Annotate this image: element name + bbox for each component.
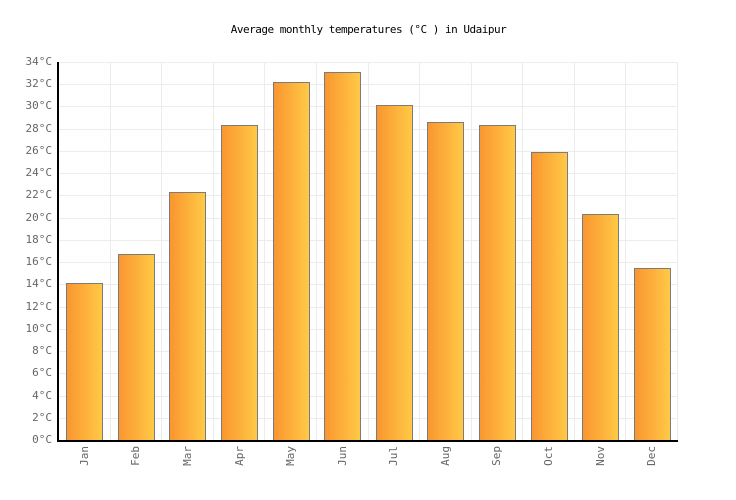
gridline-horizontal: [59, 62, 678, 63]
y-tick-label: 14°C: [25, 277, 53, 291]
gridline-vertical: [212, 62, 214, 440]
bar-sep: [478, 125, 516, 440]
gridline-horizontal: [59, 306, 678, 308]
gridline-horizontal: [59, 373, 678, 375]
gridline-vertical: [522, 62, 524, 440]
y-tick-label: 4°C: [32, 388, 52, 402]
y-tick-label: 28°C: [25, 121, 53, 135]
gridline-horizontal: [59, 395, 678, 397]
gridline-vertical: [367, 62, 369, 440]
gridline-vertical: [625, 62, 627, 440]
gridline-vertical: [573, 62, 575, 440]
gridline-horizontal: [59, 84, 678, 86]
gridline-vertical: [161, 62, 163, 440]
x-tick-label: Feb: [129, 446, 143, 466]
gridline-horizontal: [59, 173, 678, 175]
gridline-vertical: [677, 62, 678, 440]
gridline-horizontal: [59, 217, 678, 219]
y-tick-label: 12°C: [25, 299, 53, 313]
bar-dec: [633, 267, 671, 440]
x-tick-label: Mar: [180, 446, 194, 466]
bar-nov: [582, 214, 620, 440]
gridline-horizontal: [59, 351, 678, 353]
x-tick-label: Jan: [77, 446, 91, 466]
x-tick-label: Sep: [490, 446, 504, 466]
x-tick-label: Apr: [232, 446, 246, 466]
gridline-vertical: [109, 62, 111, 440]
y-tick-label: 2°C: [32, 410, 52, 424]
gridline-horizontal: [59, 195, 678, 197]
gridline-vertical: [419, 62, 421, 440]
gridline-horizontal: [59, 328, 678, 330]
y-tick-label: 32°C: [25, 77, 53, 91]
bar-aug: [427, 122, 465, 440]
bar-may: [272, 82, 310, 440]
x-tick-label: Aug: [438, 446, 452, 466]
y-tick-label: 22°C: [25, 188, 53, 202]
gridline-horizontal: [59, 128, 678, 130]
x-tick-label: Dec: [645, 446, 659, 466]
x-tick-label: Oct: [542, 446, 556, 466]
bar-apr: [221, 125, 259, 440]
y-tick-label: 20°C: [25, 210, 53, 224]
x-tick-label: Nov: [593, 446, 607, 466]
x-tick-label: May: [284, 446, 298, 466]
chart-title: Average monthly temperatures (°C ) in Ud…: [230, 23, 507, 36]
gridline-horizontal: [59, 106, 678, 108]
y-tick-label: 26°C: [25, 143, 53, 157]
x-tick-label: Jul: [387, 446, 401, 466]
bar-jan: [66, 283, 104, 440]
gridline-horizontal: [59, 262, 678, 264]
gridline-horizontal: [59, 239, 678, 241]
y-tick-label: 16°C: [25, 255, 53, 269]
y-tick-label: 34°C: [25, 55, 53, 68]
gridline-horizontal: [59, 150, 678, 152]
y-tick-label: 0°C: [32, 433, 52, 446]
bar-jun: [324, 72, 362, 440]
bar-mar: [169, 192, 207, 440]
bar-feb: [117, 254, 155, 440]
gridline-vertical: [264, 62, 266, 440]
gridline-vertical: [315, 62, 317, 440]
bar-jul: [375, 105, 413, 440]
y-tick-label: 18°C: [25, 232, 53, 246]
plot-area: [57, 62, 678, 442]
y-tick-label: 6°C: [32, 366, 52, 380]
gridline-horizontal: [59, 284, 678, 286]
bar-oct: [530, 152, 568, 440]
y-tick-label: 30°C: [25, 99, 53, 113]
gridline-vertical: [470, 62, 472, 440]
y-tick-label: 10°C: [25, 321, 53, 335]
y-tick-label: 24°C: [25, 166, 53, 180]
gridline-horizontal: [59, 417, 678, 419]
y-tick-label: 8°C: [32, 344, 52, 358]
x-tick-label: Jun: [335, 446, 349, 466]
